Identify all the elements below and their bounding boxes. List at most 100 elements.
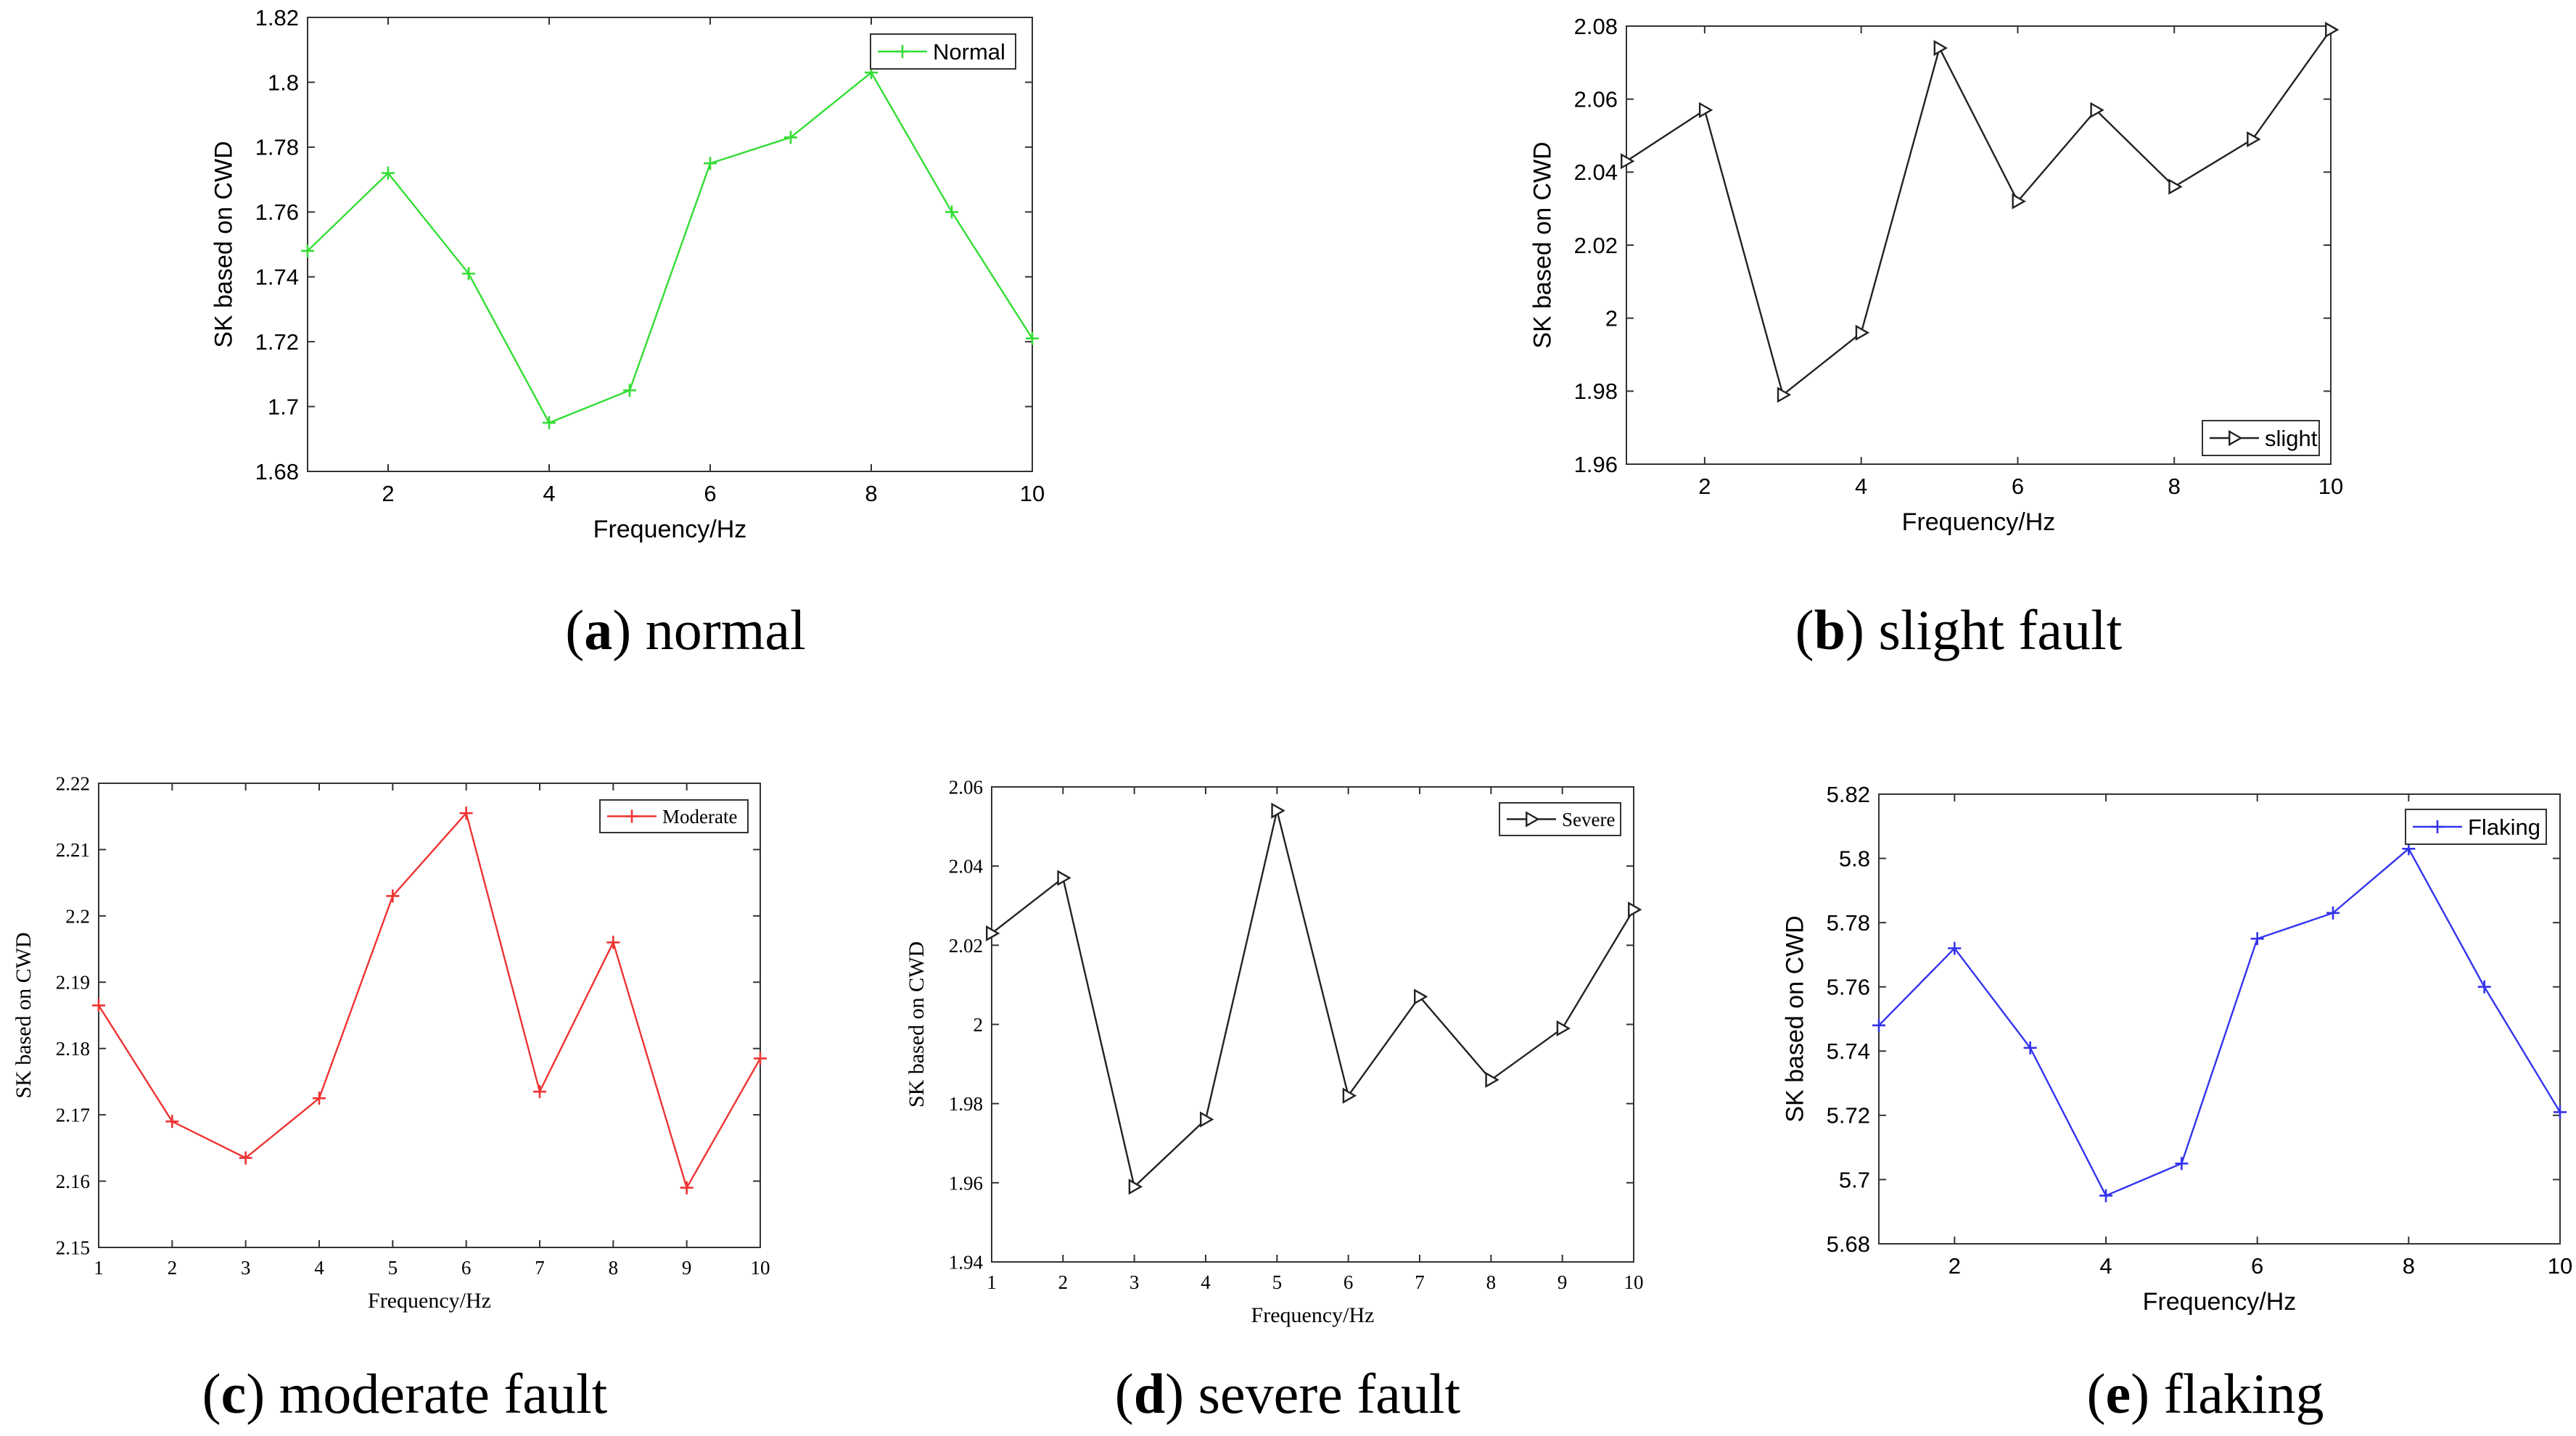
y-tick-label: 2.02	[1574, 233, 1618, 258]
data-point	[459, 806, 473, 820]
y-tick-label: 1.96	[1574, 452, 1618, 477]
data-point	[754, 1052, 767, 1065]
x-tick-label: 6	[2251, 1253, 2263, 1279]
y-tick-label: 5.8	[1839, 846, 1870, 871]
caption-text: ) severe fault	[1165, 1362, 1460, 1425]
legend: Flaking	[2405, 809, 2547, 845]
y-tick-label: 5.76	[1827, 975, 1870, 1000]
x-tick-label: 4	[314, 1257, 324, 1279]
x-tick-label: 1	[987, 1271, 997, 1293]
data-point	[533, 1085, 546, 1099]
caption-paren: (	[2086, 1362, 2105, 1425]
data-point	[1026, 331, 1039, 345]
x-tick-label: 10	[1624, 1271, 1644, 1293]
y-axis-label: SK based on CWD	[1528, 141, 1556, 348]
plot-area	[307, 17, 1033, 472]
x-tick-label: 8	[2168, 474, 2181, 499]
caption-paren: (	[1115, 1362, 1134, 1425]
caption-letter: e	[2105, 1362, 2131, 1425]
chart-panel-c: 2.15 2.16 2.17 2.18 2.19 2.2 2.21 2.22 1 2 3 4 5 6 7 8 9…	[12, 772, 770, 1425]
data-point	[623, 384, 636, 397]
y-tick-label: 2.19	[56, 972, 90, 994]
y-tick-label: 5.82	[1827, 782, 1870, 807]
x-tick-label: 4	[2099, 1253, 2112, 1279]
x-tick-label: 10	[2548, 1253, 2572, 1279]
data-point	[704, 157, 717, 170]
data-point	[2247, 131, 2261, 148]
y-tick-label: 2.16	[56, 1171, 90, 1192]
data-point	[1628, 901, 1642, 918]
plot-area	[1878, 793, 2561, 1245]
x-tick-label: 4	[543, 481, 555, 506]
y-tick-label: 2.21	[56, 839, 90, 861]
data-point	[2012, 193, 2026, 210]
data-point	[386, 889, 400, 903]
data-point	[2168, 178, 2183, 195]
caption-text: ) flaking	[2131, 1362, 2324, 1425]
x-tick-label: 2	[1058, 1271, 1069, 1293]
x-axis-label: Frequency/Hz	[368, 1289, 491, 1313]
y-tick-label: 2	[1605, 306, 1618, 331]
y-axis-label: SK based on CWD	[12, 932, 36, 1098]
legend-label: slight	[2265, 426, 2318, 451]
y-tick-label: 2.06	[949, 776, 983, 798]
x-tick-label: 8	[1486, 1271, 1497, 1293]
data-point	[1621, 153, 1635, 170]
x-tick-label: 10	[751, 1257, 770, 1279]
data-point	[382, 166, 395, 180]
data-point	[784, 131, 797, 144]
data-point	[462, 267, 475, 281]
plot-area	[1626, 25, 2332, 465]
y-axis-label: SK based on CWD	[1781, 915, 1808, 1122]
x-axis-label: Frequency/Hz	[2143, 1288, 2297, 1316]
x-tick-label: 8	[2403, 1253, 2415, 1279]
data-point	[1698, 102, 1713, 118]
series-line	[1626, 29, 2332, 397]
y-tick-label: 2.15	[56, 1237, 90, 1258]
x-tick-label: 2	[1949, 1253, 1961, 1279]
series-line	[991, 810, 1635, 1189]
caption-paren: (	[1795, 598, 1814, 661]
y-tick-label: 1.78	[255, 135, 299, 160]
legend-label: Normal	[933, 39, 1005, 65]
data-point	[986, 925, 1000, 942]
data-point	[2326, 906, 2340, 920]
y-tick-label: 1.98	[949, 1093, 983, 1115]
data-point	[1556, 1020, 1571, 1037]
chart-panel-b: 1.96 1.98 2 2.02 2.04 2.06 2.08 2 4 6 8 10 Frequency…	[1528, 14, 2343, 661]
panel-caption: (d) severe fault	[1115, 1362, 1461, 1425]
data-point	[1948, 941, 1962, 955]
plot-area	[98, 783, 761, 1248]
data-point	[1128, 1179, 1143, 1195]
legend: Moderate	[599, 799, 749, 833]
y-tick-label: 2.06	[1574, 87, 1618, 112]
data-point	[165, 1115, 179, 1128]
y-tick-label: 1.82	[255, 5, 299, 30]
data-point	[239, 1151, 252, 1165]
data-point	[1855, 324, 1870, 341]
chart-panel-a: 1.68 1.7 1.72 1.74 1.76 1.78 1.8 1.82 2 4 6 8 10 Freq…	[210, 5, 1045, 661]
data-point	[313, 1092, 326, 1105]
y-tick-label: 5.72	[1827, 1103, 1870, 1128]
x-tick-label: 2	[382, 481, 394, 506]
legend-marker	[1526, 811, 1540, 828]
y-tick-label: 5.7	[1839, 1167, 1870, 1192]
x-tick-label: 10	[1020, 481, 1045, 506]
x-tick-label: 4	[1855, 474, 1867, 499]
legend: Severe	[1499, 802, 1621, 836]
data-point	[945, 205, 958, 219]
y-tick-label: 1.68	[255, 459, 299, 484]
data-point	[2477, 980, 2491, 994]
y-tick-label: 2.2	[65, 905, 90, 927]
x-tick-label: 8	[865, 481, 877, 506]
data-point	[1485, 1071, 1499, 1088]
legend-label: Flaking	[2468, 814, 2540, 840]
x-tick-label: 2	[168, 1257, 178, 1279]
x-tick-label: 6	[704, 481, 716, 506]
data-point	[1200, 1111, 1214, 1128]
panel-caption: (a) normal	[565, 598, 805, 661]
panel-caption: (b) slight fault	[1795, 598, 2123, 661]
panel-caption: (e) flaking	[2086, 1362, 2324, 1425]
panel-caption: (c) moderate fault	[202, 1362, 608, 1425]
